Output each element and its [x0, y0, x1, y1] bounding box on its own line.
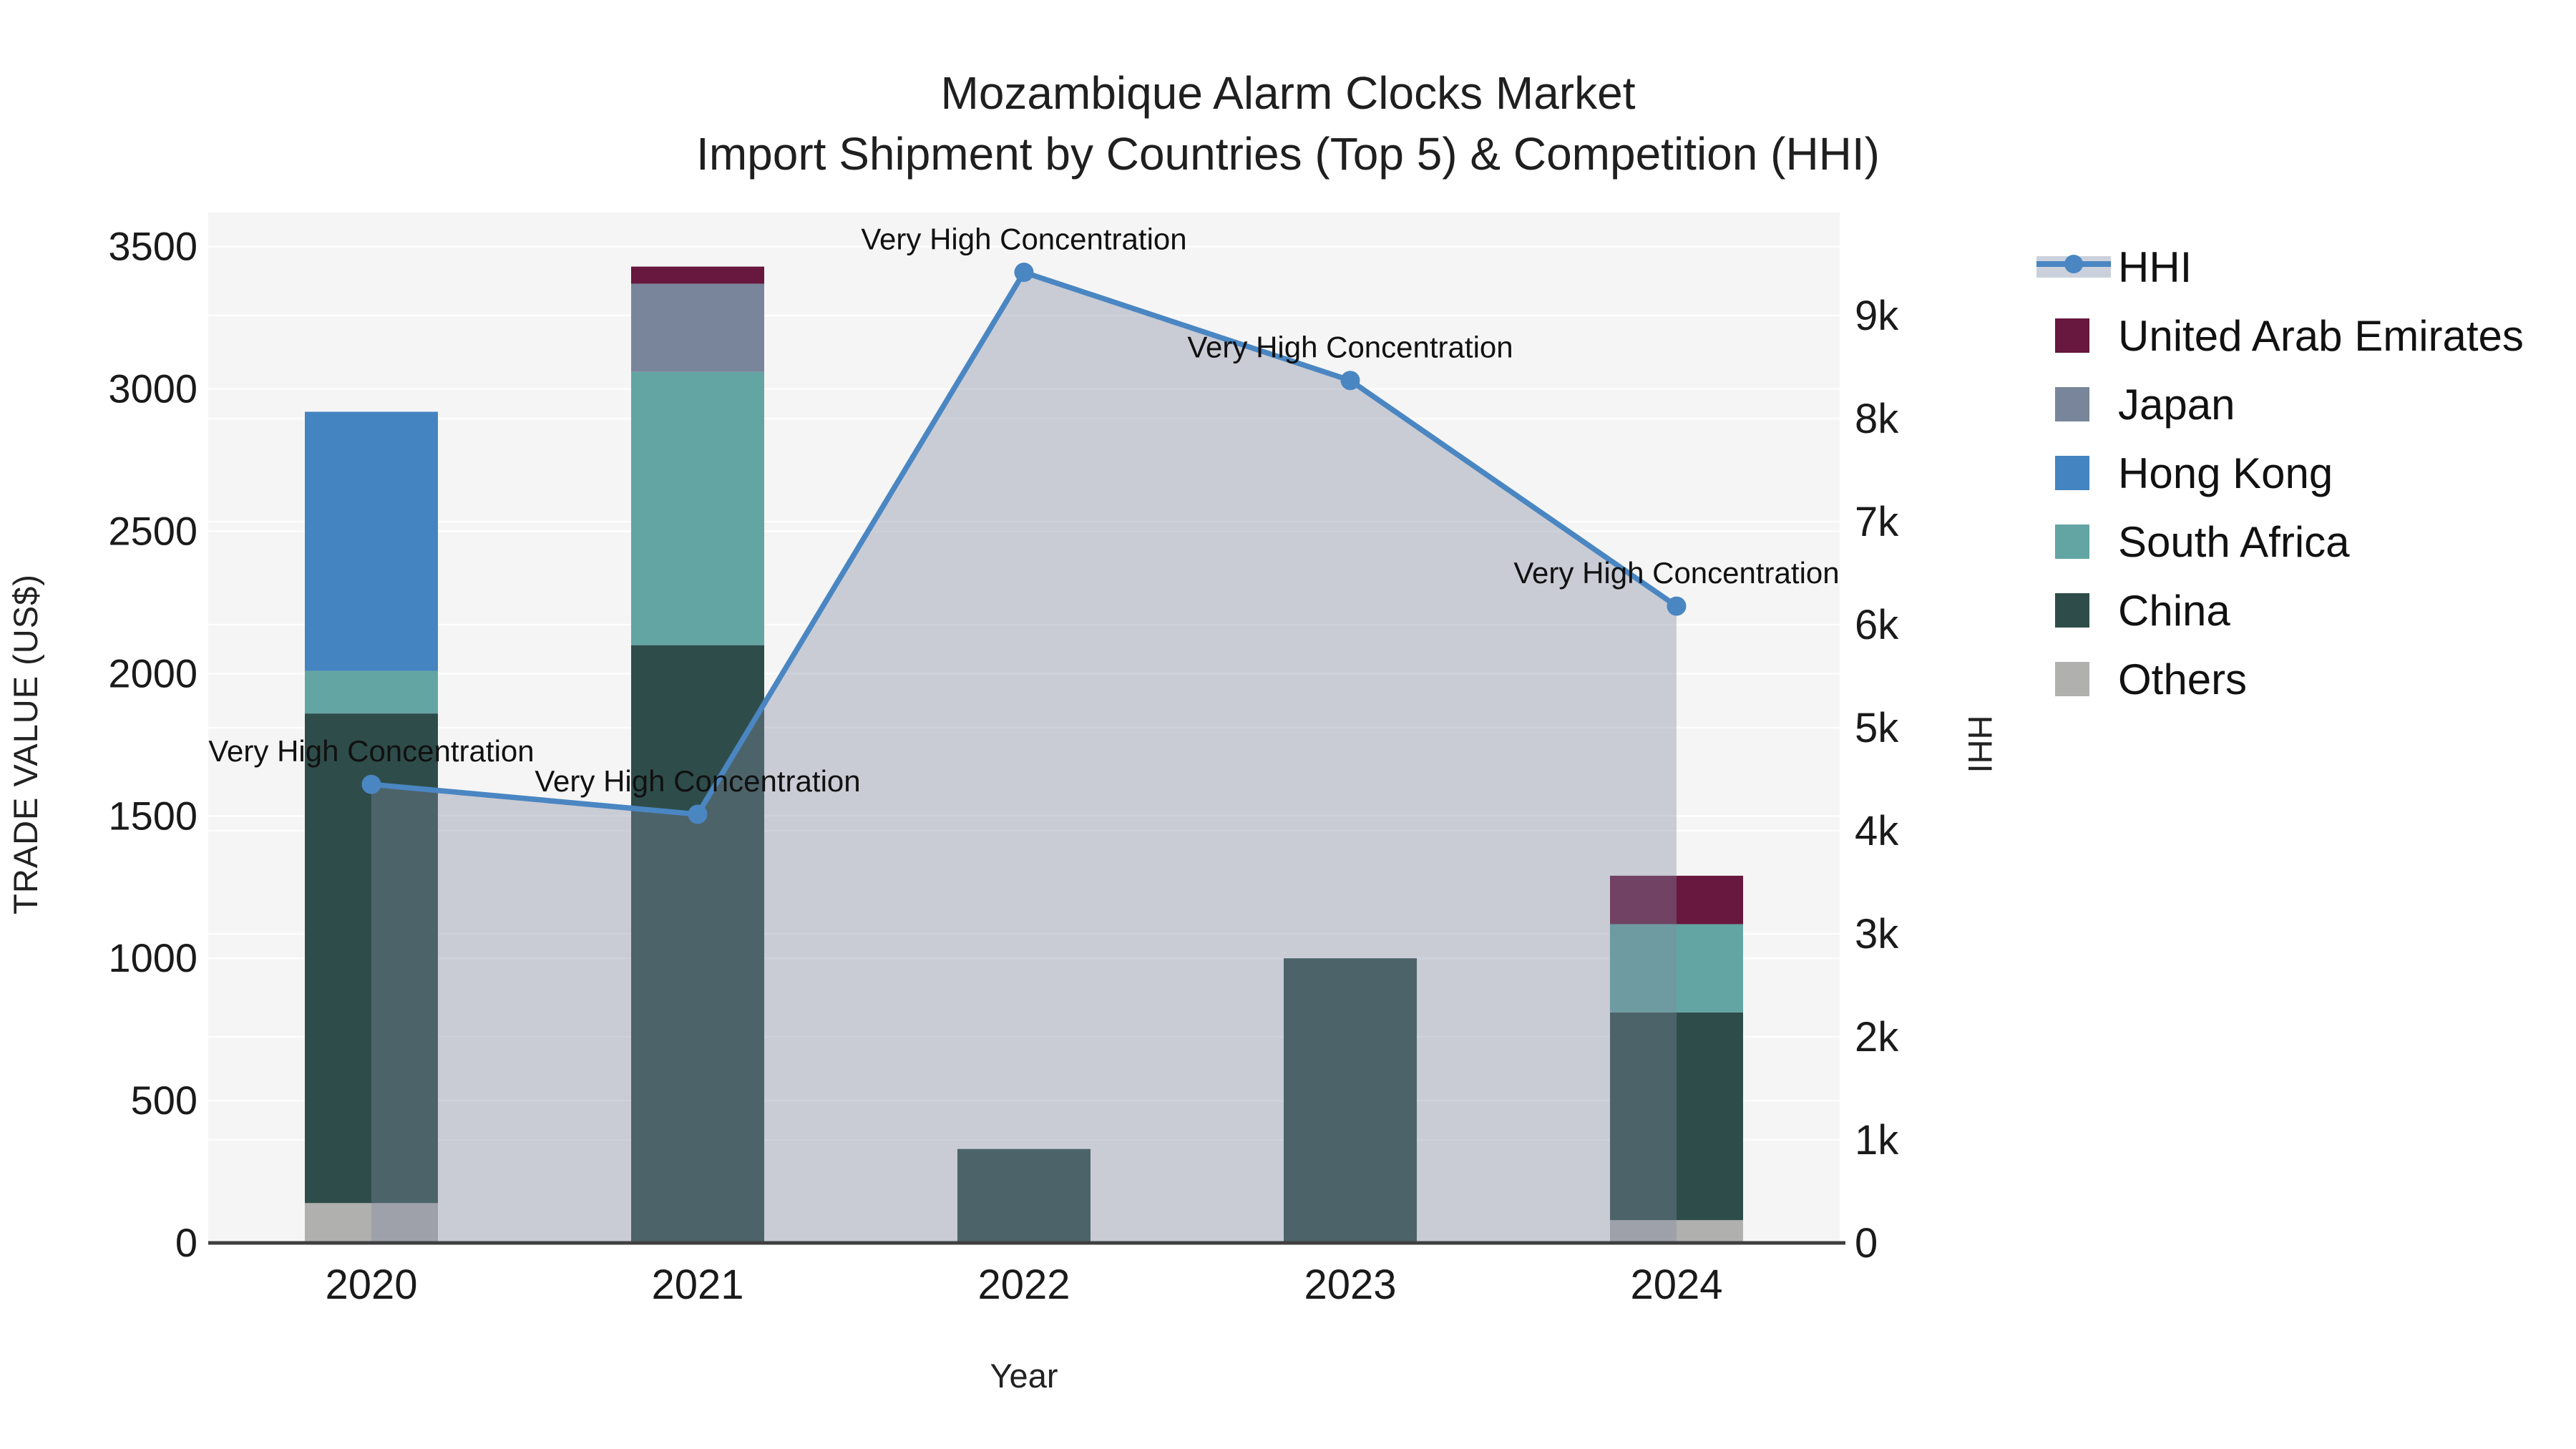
- y-right-tick-label: 1k: [1855, 1117, 1899, 1163]
- y-right-tick-label: 7k: [1855, 499, 1899, 545]
- bar-segment-japan-2021[interactable]: [631, 283, 764, 372]
- bar-segment-china-2020[interactable]: [305, 713, 438, 1204]
- bar-segment-south-africa-2024[interactable]: [1610, 924, 1743, 1013]
- y-right-tick-label: 2k: [1855, 1014, 1899, 1060]
- bar-segment-south-africa-2021[interactable]: [631, 371, 764, 645]
- legend-item-china[interactable]: China: [2055, 587, 2230, 635]
- legend-label-south-africa: South Africa: [2118, 518, 2350, 566]
- legend-item-others[interactable]: Others: [2055, 655, 2247, 703]
- legend-swatch-japan-icon: [2055, 387, 2089, 421]
- legend-item-japan[interactable]: Japan: [2055, 381, 2235, 429]
- hhi-marker-2023[interactable]: [1340, 371, 1360, 391]
- y-right-tick-label: 6k: [1855, 602, 1899, 648]
- legend-label-others: Others: [2118, 655, 2247, 703]
- bar-segment-others-2020[interactable]: [305, 1203, 438, 1243]
- chart-title-block: Mozambique Alarm Clocks Market Import Sh…: [0, 63, 2576, 185]
- legend-swatch-hong-kong-icon: [2055, 456, 2089, 490]
- hhi-marker-2022[interactable]: [1014, 263, 1034, 283]
- bar-segment-china-2022[interactable]: [957, 1148, 1091, 1243]
- legend-hhi-marker-icon: [2064, 255, 2083, 273]
- legend-label-china: China: [2118, 587, 2230, 635]
- y-right-tick-label: 9k: [1855, 293, 1899, 339]
- legend-label-japan: Japan: [2118, 381, 2235, 429]
- annotation-2024: Very High Concentration: [1513, 556, 1839, 590]
- legend-swatch-united-arab-emirates-icon: [2055, 318, 2089, 353]
- legend-label-hhi: HHI: [2118, 243, 2192, 291]
- x-tick-label-2023: 2023: [1304, 1262, 1396, 1308]
- y-right-tick-label: 8k: [1855, 396, 1899, 442]
- hhi-marker-2024[interactable]: [1667, 596, 1687, 616]
- x-tick-label-2020: 2020: [325, 1262, 417, 1308]
- bar-segment-hong-kong-2020[interactable]: [305, 411, 438, 671]
- y-left-tick-label: 2500: [108, 509, 197, 554]
- legend-label-united-arab-emirates: United Arab Emirates: [2118, 312, 2524, 360]
- y-left-tick-label: 3500: [108, 224, 197, 269]
- bar-segment-south-africa-2020[interactable]: [305, 670, 438, 714]
- bar-segment-china-2024[interactable]: [1610, 1012, 1743, 1221]
- y-right-tick-label: 0: [1855, 1220, 1878, 1267]
- y-left-tick-label: 2000: [108, 650, 197, 696]
- y-right-axis-title: HHI: [1961, 715, 1999, 774]
- bar-segment-united-arab-emirates-2021[interactable]: [631, 266, 764, 284]
- legend-swatch-china-icon: [2055, 593, 2089, 628]
- x-tick-label-2024: 2024: [1630, 1262, 1722, 1308]
- hhi-area: [371, 272, 1677, 1243]
- annotation-2022: Very High Concentration: [861, 223, 1186, 256]
- legend-item-united-arab-emirates[interactable]: United Arab Emirates: [2055, 312, 2524, 360]
- bar-segment-united-arab-emirates-2024[interactable]: [1610, 875, 1743, 924]
- chart-title: Mozambique Alarm Clocks Market: [940, 67, 1636, 119]
- y-left-tick-label: 0: [175, 1220, 197, 1265]
- hhi-marker-2021[interactable]: [688, 804, 708, 824]
- annotation-2023: Very High Concentration: [1187, 331, 1513, 364]
- y-left-tick-label: 1000: [108, 935, 197, 980]
- y-left-axis-title: TRADE VALUE (US$): [6, 574, 44, 914]
- y-right-tick-label: 4k: [1855, 808, 1899, 854]
- y-left-tick-label: 1500: [108, 793, 197, 838]
- bar-segment-others-2024[interactable]: [1610, 1220, 1743, 1243]
- legend-item-hhi[interactable]: HHI: [2036, 243, 2192, 291]
- y-right-tick-label: 3k: [1855, 911, 1899, 957]
- legend-item-south-africa[interactable]: South Africa: [2055, 518, 2350, 566]
- legend-item-hong-kong[interactable]: Hong Kong: [2055, 449, 2333, 497]
- hhi-marker-2020[interactable]: [361, 774, 381, 794]
- chart-subtitle: Import Shipment by Countries (Top 5) & C…: [696, 128, 1880, 180]
- legend-swatch-others-icon: [2055, 662, 2089, 696]
- legend-swatch-south-africa-icon: [2055, 525, 2089, 559]
- x-axis-title: Year: [990, 1357, 1058, 1395]
- annotation-2021: Very High Concentration: [535, 764, 860, 798]
- y-right-tick-label: 5k: [1855, 705, 1899, 751]
- y-left-tick-label: 500: [131, 1078, 197, 1123]
- legend-label-hong-kong: Hong Kong: [2118, 449, 2333, 497]
- y-left-tick-label: 3000: [108, 366, 197, 411]
- x-tick-label-2022: 2022: [977, 1262, 1070, 1308]
- bar-segment-china-2023[interactable]: [1284, 958, 1417, 1243]
- x-tick-label-2021: 2021: [651, 1262, 743, 1308]
- annotation-2020: Very High Concentration: [208, 734, 534, 768]
